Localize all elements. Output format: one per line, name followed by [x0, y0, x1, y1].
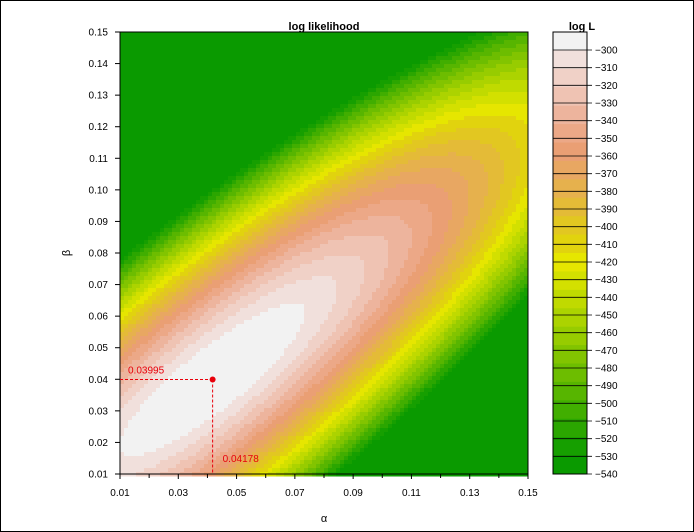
colorbar-band — [553, 308, 587, 328]
colorbar-tick-label: −410 — [595, 240, 618, 251]
contour-field — [120, 32, 529, 477]
x-tick-label: 0.09 — [343, 488, 363, 499]
y-axis: 0.01 0.02 0.03 0.04 0.05 0.06 0.07 0.08 0.09 0.10… — [89, 28, 120, 481]
colorbar-title: log L — [569, 21, 596, 33]
maximum-marker: 0.03995 0.04178 — [120, 365, 259, 474]
colorbar-tick-label: −480 — [595, 364, 618, 375]
y-tick-label: 0.05 — [89, 343, 109, 354]
colorbar-band — [553, 87, 587, 107]
maximum-point — [209, 376, 216, 383]
y-tick-label: 0.04 — [89, 375, 109, 386]
x-tick-label: 0.11 — [402, 488, 421, 499]
chart-title: log likelihood — [289, 21, 360, 33]
colorbar-tick-label: −380 — [595, 187, 618, 198]
colorbar: −300 −310 −320 −330 −340 −350 −360 −370 −380 −390… — [552, 31, 618, 481]
colorbar-tick-label: −330 — [595, 99, 618, 110]
x-axis-label: α — [321, 513, 328, 525]
colorbar-band — [553, 345, 587, 364]
colorbar-band — [553, 216, 587, 235]
y-tick-label: 0.09 — [89, 217, 109, 228]
y-tick-label: 0.08 — [89, 249, 109, 260]
y-tick-label: 0.06 — [89, 312, 109, 323]
colorbar-tick-label: −420 — [595, 258, 618, 269]
y-tick-label: 0.07 — [89, 280, 109, 291]
y-tick-label: 0.13 — [89, 91, 109, 102]
colorbar-tick-label: −510 — [595, 417, 618, 428]
colorbar-tick-label: −440 — [595, 293, 618, 304]
colorbar-band — [553, 381, 587, 401]
y-tick-label: 0.14 — [89, 59, 109, 70]
y-tick-label: 0.02 — [89, 438, 109, 449]
colorbar-tick-label: −350 — [595, 134, 618, 145]
colorbar-band — [553, 160, 587, 180]
colorbar-tick-label: −520 — [595, 434, 618, 445]
colorbar-band — [553, 326, 587, 346]
y-tick-label: 0.15 — [89, 28, 109, 39]
y-tick-label: 0.03 — [89, 406, 109, 417]
colorbar-band — [553, 400, 587, 420]
colorbar-band — [553, 124, 587, 143]
colorbar-tick-label: −370 — [595, 169, 618, 180]
colorbar-tick-label: −530 — [595, 452, 618, 463]
y-tick-label: 0.10 — [89, 185, 109, 196]
colorbar-tick-label: −300 — [595, 46, 618, 57]
colorbar-band — [553, 142, 587, 162]
colorbar-tick-label: −430 — [595, 275, 618, 286]
colorbar-band — [553, 32, 587, 51]
y-tick-label: 0.11 — [89, 154, 108, 165]
colorbar-tick-label: −310 — [595, 63, 618, 74]
colorbar-band — [553, 179, 587, 199]
colorbar-tick-label: −500 — [595, 399, 618, 410]
beta-max-label: 0.03995 — [128, 365, 165, 376]
colorbar-tick-label: −340 — [595, 116, 618, 127]
x-tick-label: 0.15 — [518, 488, 538, 499]
colorbar-band — [553, 455, 587, 475]
colorbar-band — [553, 271, 587, 291]
x-tick-label: 0.01 — [110, 488, 130, 499]
colorbar-tick-label: −540 — [595, 470, 618, 481]
colorbar-band — [553, 289, 587, 309]
colorbar-tick-label: −470 — [595, 346, 618, 357]
colorbar-band — [553, 68, 587, 88]
y-axis-label: β — [61, 250, 73, 256]
colorbar-tick-label: −400 — [595, 222, 618, 233]
colorbar-band — [553, 105, 587, 125]
x-tick-label: 0.03 — [169, 488, 189, 499]
colorbar-tick-label: −390 — [595, 205, 618, 216]
colorbar-band — [553, 253, 587, 272]
x-tick-label: 0.13 — [460, 488, 480, 499]
colorbar-tick-label: −320 — [595, 81, 618, 92]
y-tick-label: 0.12 — [89, 122, 109, 133]
x-tick-label: 0.05 — [227, 488, 247, 499]
colorbar-band — [553, 363, 587, 383]
colorbar-tick-label: −460 — [595, 328, 618, 339]
colorbar-band — [553, 197, 587, 217]
colorbar-band — [553, 418, 587, 438]
alpha-max-label: 0.04178 — [223, 454, 260, 465]
x-tick-label: 0.07 — [285, 488, 305, 499]
y-tick-label: 0.01 — [89, 470, 109, 481]
x-axis: 0.01 0.03 0.05 0.07 0.09 0.11 0.13 0.15 — [110, 474, 538, 499]
colorbar-tick-label: −450 — [595, 311, 618, 322]
colorbar-tick-label: −360 — [595, 152, 618, 163]
colorbar-band — [553, 50, 587, 70]
colorbar-band — [553, 437, 587, 456]
colorbar-tick-label: −490 — [595, 381, 618, 392]
